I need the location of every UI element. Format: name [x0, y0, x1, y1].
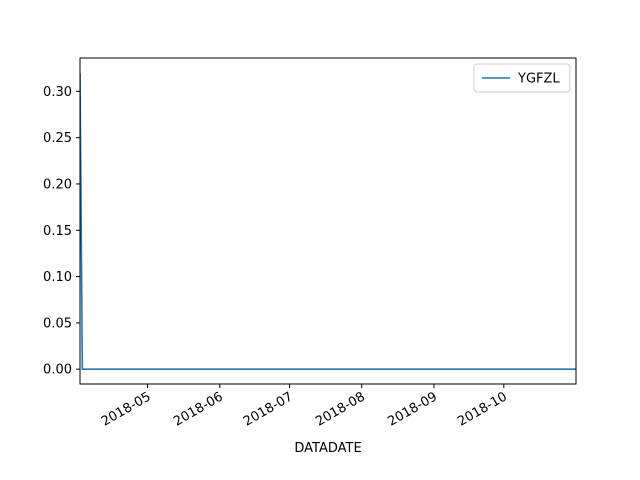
y-tick-label: 0.20 — [43, 177, 72, 192]
x-axis-label: DATADATE — [294, 441, 361, 456]
plot-frame — [79, 57, 577, 385]
y-tick-label: 0.15 — [43, 224, 72, 239]
y-tick-label: 0.25 — [43, 131, 72, 146]
legend-label: YGFZL — [517, 72, 560, 87]
y-tick-label: 0.00 — [43, 363, 72, 378]
plot-area — [80, 72, 576, 370]
series-line-ygfzl — [80, 72, 576, 370]
y-tick-label: 0.10 — [43, 270, 72, 285]
y-tick-label: 0.30 — [43, 85, 72, 100]
legend: YGFZL — [473, 63, 571, 93]
y-axis: 0.00 0.05 0.10 0.15 0.20 0.25 0.30 — [43, 85, 80, 378]
y-tick-label: 0.05 — [43, 316, 72, 331]
legend-box — [473, 63, 571, 93]
